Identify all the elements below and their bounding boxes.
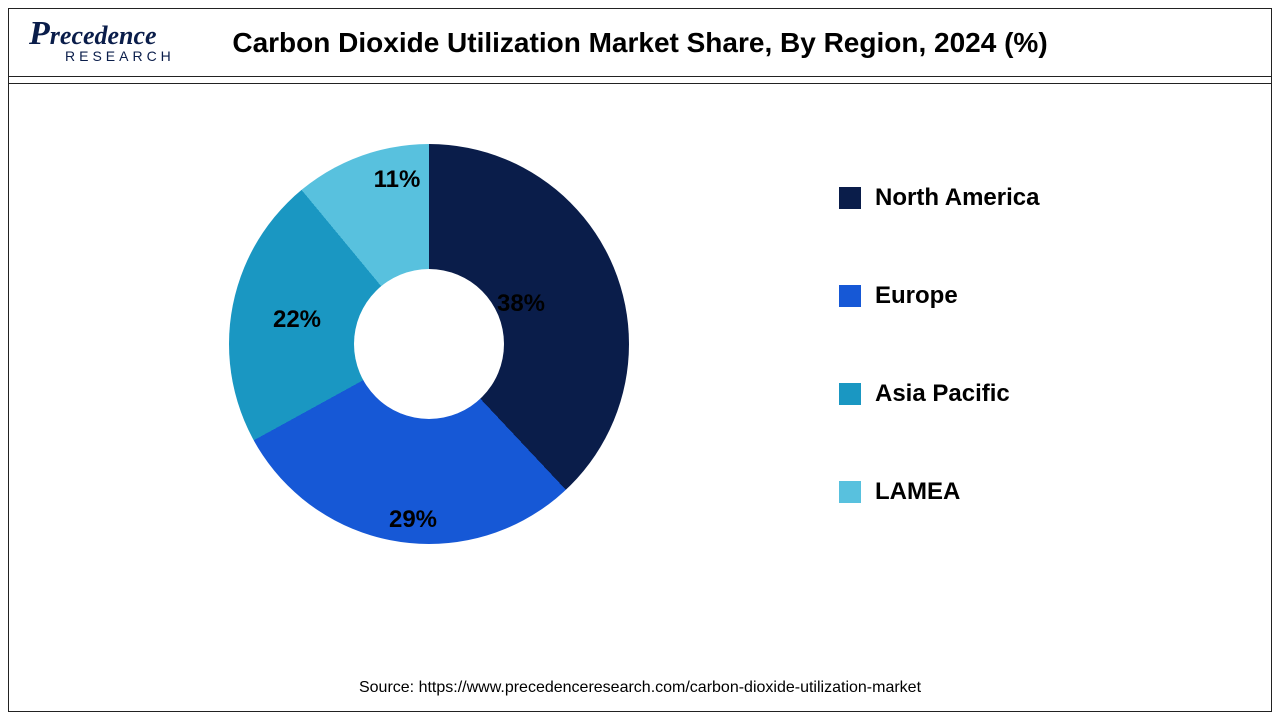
chart-card: Precedence RESEARCH Carbon Dioxide Utili…	[8, 8, 1272, 712]
legend-item: Europe	[839, 282, 1039, 310]
logo-word: recedence	[50, 21, 157, 50]
legend-label: Asia Pacific	[875, 380, 1010, 408]
legend-item: LAMEA	[839, 478, 1039, 506]
logo-subword: RESEARCH	[65, 49, 175, 63]
slice-pct-label: 29%	[389, 506, 437, 534]
legend-label: LAMEA	[875, 478, 960, 506]
logo-wordmark: Precedence	[29, 17, 175, 51]
legend-item: Asia Pacific	[839, 380, 1039, 408]
legend-swatch	[839, 285, 861, 307]
legend-label: North America	[875, 184, 1039, 212]
chart-area: 38% 29% 22% 11% North America Europe Asia Pac…	[9, 83, 1271, 711]
legend: North America Europe Asia Pacific LAMEA	[839, 184, 1039, 506]
legend-swatch	[839, 481, 861, 503]
slice-pct-label: 38%	[497, 290, 545, 318]
legend-label: Europe	[875, 282, 958, 310]
donut-hole	[354, 269, 504, 419]
slice-pct-label: 11%	[374, 166, 421, 194]
legend-swatch	[839, 187, 861, 209]
title-bar: Precedence RESEARCH Carbon Dioxide Utili…	[9, 9, 1271, 77]
brand-logo: Precedence RESEARCH	[29, 17, 175, 63]
slice-pct-label: 22%	[273, 306, 321, 334]
legend-swatch	[839, 383, 861, 405]
legend-item: North America	[839, 184, 1039, 212]
source-text: Source: https://www.precedenceresearch.c…	[9, 679, 1271, 697]
logo-letter: P	[29, 15, 50, 52]
donut-chart: 38% 29% 22% 11%	[229, 144, 629, 544]
chart-title: Carbon Dioxide Utilization Market Share,…	[232, 27, 1047, 59]
